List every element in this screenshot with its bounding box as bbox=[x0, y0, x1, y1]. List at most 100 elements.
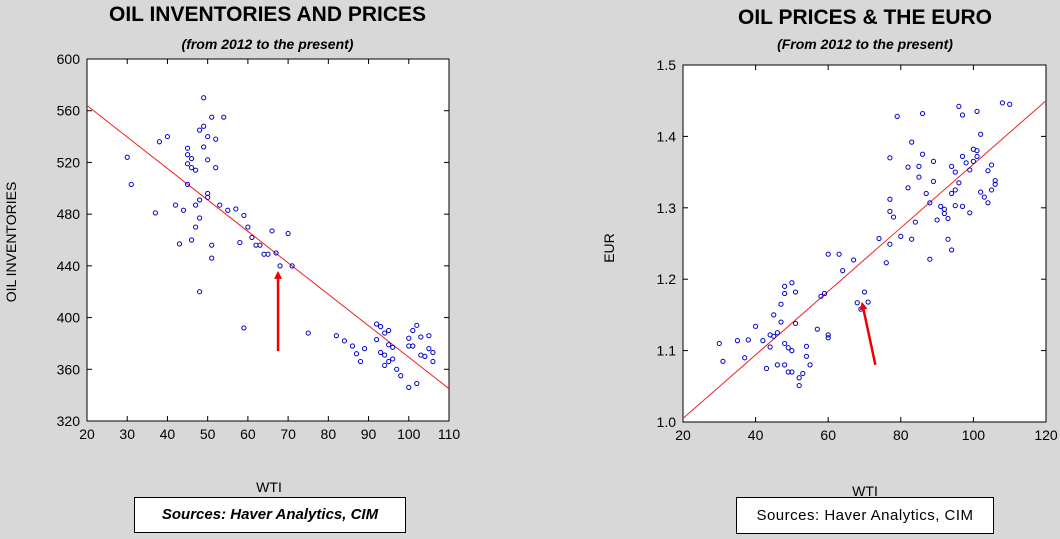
chart2-x-tick-label: 40 bbox=[748, 427, 764, 443]
chart2-data-point bbox=[825, 251, 831, 257]
chart2-data-point bbox=[974, 108, 980, 115]
chart2-data-point bbox=[992, 178, 998, 184]
chart2-data-point bbox=[771, 312, 777, 318]
chart2-data-point bbox=[905, 164, 911, 170]
chart2-data-point bbox=[774, 362, 780, 368]
chart2-data-point bbox=[927, 256, 933, 262]
chart2-data-point bbox=[894, 113, 900, 120]
chart2-data-point bbox=[985, 200, 991, 206]
chart1-x-tick-label: 110 bbox=[438, 426, 461, 442]
chart2-data-point bbox=[778, 319, 784, 325]
chart2-y-tick-label: 1.2 bbox=[657, 271, 677, 287]
chart1-data-point bbox=[430, 349, 436, 356]
chart1-plot-area bbox=[86, 58, 450, 422]
chart2-data-point bbox=[909, 139, 915, 145]
chart1-data-point bbox=[176, 241, 183, 247]
chart1-data-point bbox=[265, 251, 271, 257]
chart2-source-box: Sources: Haver Analytics, CIM bbox=[736, 497, 994, 534]
chart2-data-point bbox=[861, 289, 868, 295]
chart1-data-point bbox=[205, 133, 211, 140]
chart2-data-point bbox=[919, 151, 926, 157]
chart2-y-tick-label: 1.1 bbox=[657, 343, 677, 359]
chart1-data-point bbox=[197, 197, 203, 203]
chart1-data-point bbox=[184, 145, 191, 151]
chart2-data-point bbox=[767, 344, 773, 350]
chart2-data-point bbox=[941, 210, 947, 217]
chart2-data-point bbox=[956, 103, 962, 110]
chart1-x-tick-label: 70 bbox=[280, 426, 296, 442]
chart2-data-point bbox=[959, 203, 966, 209]
chart2-data-point bbox=[970, 158, 977, 164]
chart2-data-point bbox=[898, 233, 904, 239]
chart2-data-point bbox=[988, 162, 995, 168]
chart1-data-point bbox=[422, 353, 428, 359]
chart1-data-point bbox=[164, 133, 171, 140]
chart1-data-point bbox=[426, 346, 432, 352]
chart1-data-point bbox=[193, 202, 199, 208]
chart1-data-point bbox=[197, 215, 203, 221]
chart2-data-point bbox=[938, 203, 944, 209]
chart1-data-point bbox=[201, 123, 207, 129]
chart2-data-point bbox=[956, 180, 962, 186]
chart2-annotation-arrow bbox=[859, 301, 877, 366]
chart1-data-point bbox=[249, 234, 255, 241]
chart2-data-point bbox=[734, 338, 741, 344]
chart2-data-point bbox=[807, 362, 813, 368]
chart1-data-point bbox=[406, 335, 412, 341]
chart1-y-tick-label: 520 bbox=[57, 154, 81, 170]
chart2-x-tick-label: 100 bbox=[962, 427, 986, 443]
chart1-data-point bbox=[201, 95, 207, 101]
chart1-y-tick-label: 360 bbox=[57, 361, 81, 377]
chart1-y-tick-label: 440 bbox=[57, 258, 81, 274]
chart1-data-point bbox=[245, 224, 251, 230]
chart2-data-point bbox=[814, 326, 820, 332]
chart2-data-point bbox=[753, 323, 759, 329]
chart1-data-point bbox=[193, 167, 199, 173]
chart2-data-point bbox=[887, 208, 893, 214]
chart1-data-point bbox=[209, 242, 215, 248]
chart2-data-point bbox=[887, 155, 893, 161]
chart1-data-point bbox=[217, 202, 223, 208]
chart1-data-point bbox=[374, 336, 380, 343]
chart1-data-point bbox=[382, 330, 388, 336]
chart2-data-point bbox=[912, 219, 918, 225]
chart2-data-point bbox=[949, 247, 955, 253]
chart1-data-point bbox=[156, 139, 162, 145]
chart2-data-point bbox=[883, 260, 889, 266]
chart1-data-point bbox=[430, 358, 436, 365]
chart1-data-point bbox=[193, 224, 199, 230]
chart2-data-point bbox=[803, 353, 810, 359]
chart2-data-point bbox=[978, 189, 984, 195]
chart2-data-point bbox=[930, 178, 937, 184]
chart1-data-point bbox=[205, 194, 211, 200]
chart1-data-point bbox=[225, 207, 231, 213]
chart2-data-point bbox=[785, 369, 791, 375]
chart2-y-axis-label: EUR bbox=[601, 233, 617, 263]
chart1-data-point bbox=[205, 157, 211, 163]
chart2-data-point bbox=[927, 200, 933, 206]
chart1-data-point bbox=[180, 207, 187, 213]
chart1-y-tick-label: 320 bbox=[57, 413, 81, 429]
chart1-x-axis-label: WTI bbox=[256, 479, 282, 495]
chart1-data-point bbox=[152, 210, 158, 216]
chart2-data-point bbox=[890, 214, 897, 220]
chart2-data-point bbox=[840, 268, 846, 274]
chart1-data-point bbox=[237, 239, 243, 246]
chart2-data-point bbox=[919, 110, 926, 117]
chart2-data-point bbox=[930, 158, 937, 164]
chart2-data-point bbox=[782, 290, 788, 297]
chart1-data-point bbox=[390, 344, 396, 350]
chart1-x-tick-label: 80 bbox=[321, 426, 337, 442]
chart1-data-point bbox=[374, 321, 380, 327]
chart1-plot: 20 30 40 50 60 70 80 90 100 110 320 360 400 440 480 520… bbox=[3, 51, 460, 495]
chart2-data-point bbox=[952, 187, 958, 193]
chart2-data-point bbox=[778, 301, 784, 307]
chart1-data-point bbox=[188, 155, 195, 162]
chart1-x-tick-label: 40 bbox=[160, 426, 176, 442]
chart2-y-tick-label: 1.5 bbox=[657, 57, 677, 73]
chart2-data-point bbox=[796, 375, 802, 381]
chart1-data-point bbox=[333, 333, 339, 339]
chart2-fit-line bbox=[683, 100, 1046, 419]
chart2-source-text: Sources: Haver Analytics, CIM bbox=[756, 507, 974, 524]
